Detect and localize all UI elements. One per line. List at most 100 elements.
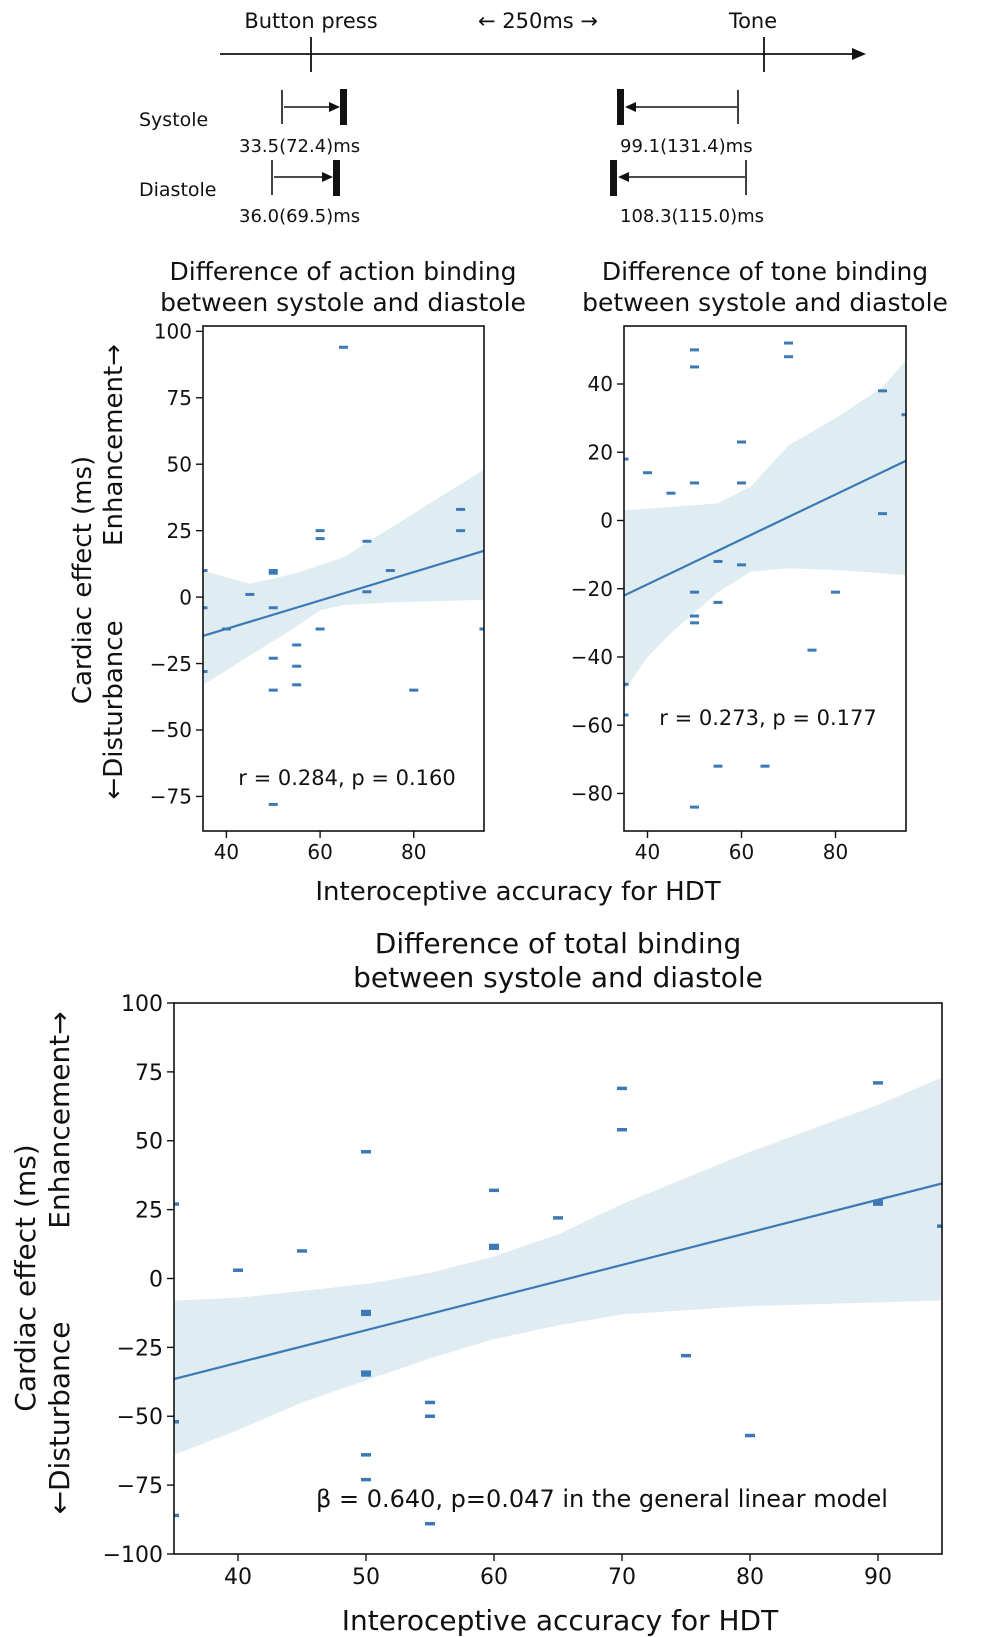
timeline-diagram: Button press ← 250ms → Tone Systole Dias…: [139, 9, 866, 227]
x-tick-label: 80: [823, 840, 848, 864]
data-point: [268, 571, 278, 575]
data-point: [174, 1202, 179, 1206]
ylabel-top-disturbance: ←Disturbance: [99, 620, 129, 799]
data-point: [456, 507, 466, 511]
confidence-band: [174, 1077, 942, 1455]
plot-frame: [202, 325, 485, 832]
top-row-ylabel: Cardiac effect (ms) Enhancement→ ←Distur…: [68, 344, 129, 800]
y-tick-label: −100: [103, 1543, 163, 1568]
tone-binding-chart: 40 20 0 −20 −40 −60 −80 40 60 80 Difference of ton…: [571, 257, 948, 864]
y-tick-label: −50: [117, 1405, 163, 1430]
y-tick-label: −75: [117, 1474, 163, 1499]
tone-label: Tone: [728, 9, 777, 33]
data-point: [174, 1420, 179, 1424]
y-tick-label: 100: [121, 992, 163, 1017]
data-point: [624, 457, 629, 461]
data-point: [409, 688, 419, 692]
data-point: [489, 1246, 499, 1250]
data-point: [878, 512, 887, 516]
regression-line: [624, 459, 906, 597]
data-point: [760, 764, 770, 768]
data-point: [221, 627, 231, 631]
y-tick-label: −60: [571, 713, 613, 737]
y-tick-label: −40: [571, 645, 613, 669]
data-point: [737, 440, 746, 444]
stats-annotation: β = 0.640, p=0.047 in the general linear…: [316, 1485, 888, 1513]
data-point: [361, 1370, 371, 1374]
top-row-xlabel: Interoceptive accuracy for HDT: [315, 877, 720, 907]
regression-line: [174, 1182, 942, 1381]
data-point: [937, 1224, 942, 1228]
data-point: [361, 1453, 371, 1457]
data-point: [489, 1243, 499, 1248]
y-tick-label: 50: [167, 452, 192, 476]
ylabel-bottom-enhancement: Enhancement→: [43, 1011, 76, 1228]
data-point: [268, 606, 278, 610]
plot-area: [203, 345, 484, 806]
data-point: [553, 1216, 563, 1220]
data-point: [425, 1521, 435, 1526]
data-point: [745, 1433, 755, 1438]
data-point: [361, 1150, 371, 1154]
systole-action-value: 33.5(72.4)ms: [239, 136, 360, 157]
ylabel-bottom-line1: Cardiac effect (ms): [9, 1144, 42, 1411]
plot-frame: [623, 325, 907, 832]
diastole-tone-bar: [610, 160, 617, 196]
data-point: [425, 1400, 435, 1405]
systole-tone-bar: [617, 89, 624, 125]
chart-title-line2: between systole and diastole: [582, 288, 948, 317]
data-point: [456, 529, 466, 533]
data-point: [203, 606, 208, 610]
data-point: [901, 413, 906, 417]
y-tick-label: 25: [167, 519, 192, 543]
data-point: [878, 389, 887, 393]
y-tick-label: −25: [117, 1336, 163, 1361]
chart-title-line2: between systole and diastole: [353, 961, 763, 994]
data-point: [174, 1513, 179, 1518]
data-point: [681, 1353, 691, 1358]
diastole-tone-arrowhead: [618, 172, 629, 182]
data-point: [624, 682, 629, 686]
systole-label: Systole: [139, 109, 208, 131]
ylabel-top-enhancement: Enhancement→: [99, 344, 129, 546]
data-point: [690, 805, 699, 809]
x-tick-label: 60: [307, 840, 332, 864]
x-tick-label: 50: [352, 1565, 380, 1590]
ylabel-bottom-disturbance: ←Disturbance: [43, 1322, 76, 1515]
x-tick-label: 40: [635, 840, 660, 864]
data-point: [831, 590, 840, 594]
y-tick-label: 40: [588, 372, 613, 396]
data-point: [873, 1202, 883, 1206]
x-tick-label: 80: [736, 1565, 764, 1590]
stats-annotation: r = 0.273, p = 0.177: [659, 706, 876, 730]
timeline-arrowhead: [852, 48, 866, 60]
plot-area: [174, 1077, 942, 1526]
stats-annotation: r = 0.284, p = 0.160: [238, 766, 455, 790]
data-point: [292, 643, 302, 647]
data-point: [624, 713, 629, 717]
data-point: [617, 1127, 627, 1132]
data-point: [361, 1477, 371, 1482]
data-point: [737, 563, 746, 567]
data-point: [807, 648, 817, 652]
data-point: [268, 569, 278, 573]
y-tick-label: 100: [154, 320, 192, 344]
x-tick-label: 40: [214, 840, 239, 864]
button-press-label: Button press: [244, 9, 377, 33]
confidence-band: [203, 469, 484, 685]
data-point: [268, 688, 278, 692]
data-point: [233, 1268, 243, 1272]
data-point: [690, 621, 699, 625]
data-point: [361, 1373, 371, 1377]
data-point: [292, 683, 302, 687]
confidence-band: [624, 360, 906, 692]
data-point: [315, 537, 325, 541]
data-point: [362, 590, 372, 594]
data-point: [784, 341, 793, 345]
data-point: [268, 656, 278, 660]
data-point: [315, 627, 325, 631]
chart-title-line1: Difference of tone binding: [602, 257, 928, 286]
y-tick-label: −25: [150, 652, 192, 676]
diastole-label: Diastole: [139, 179, 217, 201]
data-point: [245, 592, 255, 596]
